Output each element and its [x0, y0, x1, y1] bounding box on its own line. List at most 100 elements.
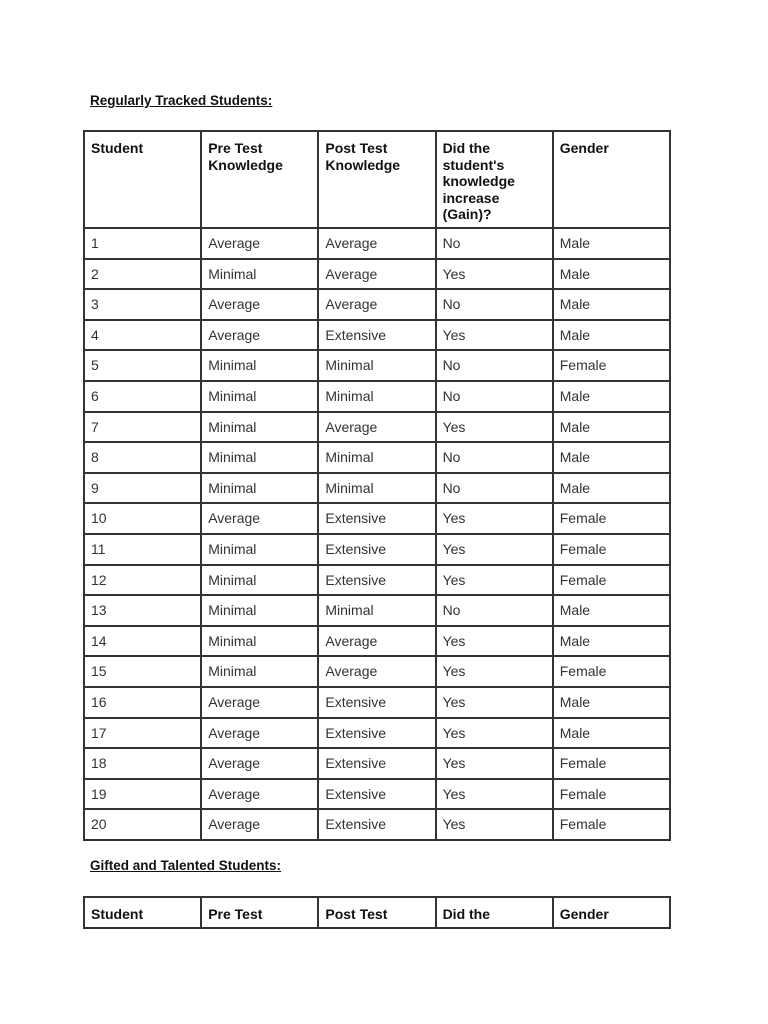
cell-post-test: Average: [317, 655, 437, 688]
cell-pre-test: Minimal: [200, 563, 320, 597]
cell-gain: No: [434, 441, 554, 474]
cell-post-test: Average: [317, 624, 437, 658]
cell-gain: No: [434, 594, 554, 627]
cell-student: 20: [82, 808, 203, 841]
cell-student: 15: [82, 655, 203, 688]
header-gender: Gender: [551, 130, 672, 229]
cell-post-test: Extensive: [317, 808, 437, 841]
cell-pre-test: Average: [200, 685, 320, 719]
cell-post-test: Average: [317, 227, 437, 260]
cell-gain: Yes: [434, 257, 554, 291]
cell-gain: Yes: [434, 716, 554, 750]
cell-gender: Female: [551, 777, 672, 811]
table-row: 6 Minimal Minimal No Male: [82, 379, 672, 413]
cell-pre-test: Minimal: [200, 257, 320, 291]
cell-gender: Male: [551, 441, 672, 474]
cell-pre-test: Average: [200, 716, 320, 750]
cell-student: 16: [82, 685, 203, 719]
cell-post-test: Extensive: [317, 685, 437, 719]
cell-student: 10: [82, 502, 203, 535]
regular-students-heading: Regularly Tracked Students:: [90, 93, 273, 108]
cell-gender: Male: [551, 716, 672, 750]
cell-student: 6: [82, 379, 203, 413]
cell-student: 17: [82, 716, 203, 750]
table-row: 7 Minimal Average Yes Male: [82, 410, 672, 444]
cell-pre-test: Average: [200, 747, 320, 780]
cell-post-test: Average: [317, 410, 437, 444]
cell-pre-test: Average: [200, 318, 320, 352]
cell-gain: Yes: [434, 532, 554, 566]
cell-pre-test: Minimal: [200, 410, 320, 444]
cell-post-test: Minimal: [317, 471, 437, 505]
cell-student: 8: [82, 441, 203, 474]
cell-post-test: Extensive: [317, 716, 437, 750]
cell-gain: Yes: [434, 777, 554, 811]
cell-student: 13: [82, 594, 203, 627]
cell-gender: Female: [551, 747, 672, 780]
gifted-students-table: Student Pre Test Post Test Did the Gende…: [82, 896, 672, 929]
header-gain: Did the student's knowledge increase (Ga…: [434, 130, 554, 229]
table-row: 5 Minimal Minimal No Female: [82, 349, 672, 382]
cell-gender: Male: [551, 471, 672, 505]
cell-post-test: Extensive: [317, 532, 437, 566]
header-row: Student Pre Test Knowledge Post Test Kno…: [82, 130, 672, 229]
table-row: 8 Minimal Minimal No Male: [82, 441, 672, 474]
cell-pre-test: Minimal: [200, 624, 320, 658]
cell-gain: Yes: [434, 685, 554, 719]
header-gender: Gender: [551, 896, 672, 929]
cell-gain: Yes: [434, 318, 554, 352]
cell-gender: Female: [551, 532, 672, 566]
header-post-test: Post Test Knowledge: [317, 130, 437, 229]
cell-pre-test: Average: [200, 502, 320, 535]
header-row: Student Pre Test Post Test Did the Gende…: [82, 896, 672, 929]
cell-student: 11: [82, 532, 203, 566]
cell-pre-test: Minimal: [200, 655, 320, 688]
cell-pre-test: Average: [200, 288, 320, 321]
table-row: 10 Average Extensive Yes Female: [82, 502, 672, 535]
cell-pre-test: Average: [200, 227, 320, 260]
cell-pre-test: Minimal: [200, 532, 320, 566]
table-row: 12 Minimal Extensive Yes Female: [82, 563, 672, 597]
cell-pre-test: Minimal: [200, 441, 320, 474]
header-post-test: Post Test: [317, 896, 437, 929]
cell-gender: Male: [551, 410, 672, 444]
table-row: 14 Minimal Average Yes Male: [82, 624, 672, 658]
cell-gender: Male: [551, 379, 672, 413]
cell-gain: Yes: [434, 624, 554, 658]
table-row: 4 Average Extensive Yes Male: [82, 318, 672, 352]
cell-post-test: Average: [317, 257, 437, 291]
cell-gender: Male: [551, 227, 672, 260]
regular-students-table: Student Pre Test Knowledge Post Test Kno…: [82, 130, 672, 841]
cell-gain: No: [434, 227, 554, 260]
cell-gender: Female: [551, 808, 672, 841]
header-pre-test: Pre Test Knowledge: [200, 130, 320, 229]
cell-post-test: Minimal: [317, 379, 437, 413]
header-pre-test: Pre Test: [200, 896, 320, 929]
cell-pre-test: Minimal: [200, 379, 320, 413]
header-student: Student: [82, 130, 203, 229]
cell-post-test: Extensive: [317, 318, 437, 352]
cell-gender: Female: [551, 655, 672, 688]
cell-gain: Yes: [434, 808, 554, 841]
cell-student: 4: [82, 318, 203, 352]
cell-gain: Yes: [434, 410, 554, 444]
header-gain: Did the: [434, 896, 554, 929]
table-row: 17 Average Extensive Yes Male: [82, 716, 672, 750]
cell-student: 1: [82, 227, 203, 260]
header-student: Student: [82, 896, 203, 929]
table-row: 20 Average Extensive Yes Female: [82, 808, 672, 841]
cell-student: 14: [82, 624, 203, 658]
cell-post-test: Minimal: [317, 594, 437, 627]
table-row: 11 Minimal Extensive Yes Female: [82, 532, 672, 566]
cell-student: 2: [82, 257, 203, 291]
table-row: 9 Minimal Minimal No Male: [82, 471, 672, 505]
cell-gain: No: [434, 288, 554, 321]
cell-gain: Yes: [434, 563, 554, 597]
cell-pre-test: Minimal: [200, 349, 320, 382]
cell-post-test: Minimal: [317, 349, 437, 382]
table-row: 19 Average Extensive Yes Female: [82, 777, 672, 811]
table-row: 15 Minimal Average Yes Female: [82, 655, 672, 688]
cell-gain: No: [434, 471, 554, 505]
cell-gender: Female: [551, 563, 672, 597]
cell-gender: Female: [551, 502, 672, 535]
